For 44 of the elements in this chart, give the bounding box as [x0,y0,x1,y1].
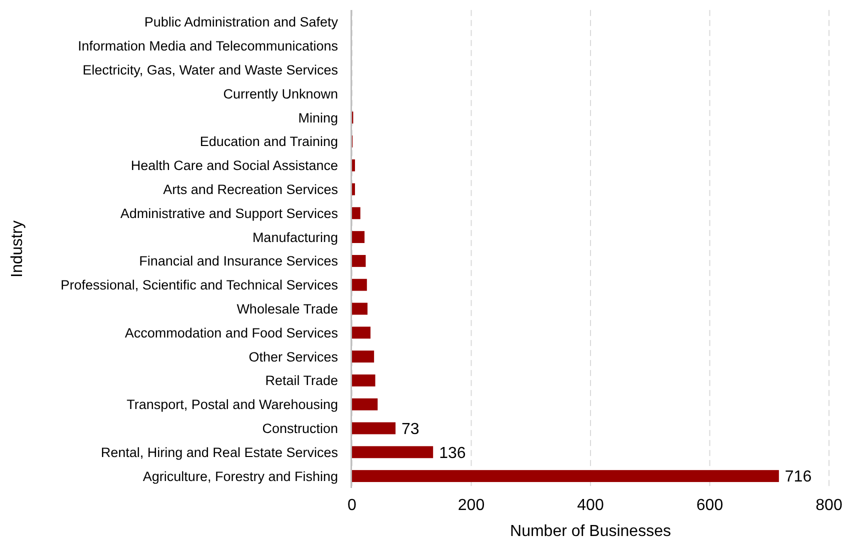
y-tick-label: Agriculture, Forestry and Fishing [142,468,338,484]
y-tick-label: Arts and Recreation Services [163,182,338,197]
bar [352,231,365,244]
bar [352,278,367,291]
y-tick-label: Health Care and Social Assistance [130,158,338,174]
y-tick-label: Education and Training [200,134,338,150]
y-tick-label: Construction [262,420,338,436]
x-tick-label: 200 [458,497,485,514]
y-tick-label: Other Services [248,349,338,364]
bar [352,350,374,363]
y-tick-label: Mining [298,110,338,126]
bar [352,398,378,410]
y-tick-label: Rental, Hiring and Real Estate Services [100,444,338,460]
y-tick-label: Public Administration and Safety [144,14,338,30]
y-tick-label: Financial and Insurance Services [139,254,338,269]
y-tick-label: Transport, Postal and Warehousing [126,397,338,412]
bar [352,254,366,267]
y-axis-title: Industry [9,220,26,278]
bar [352,159,355,172]
y-tick-label: Retail Trade [265,373,338,388]
bar [352,302,368,315]
x-tick-label: 800 [816,497,842,514]
y-tick-label: Electricity, Gas, Water and Waste Services [82,62,338,78]
y-tick-label: Wholesale Trade [236,301,338,316]
data-label: 136 [439,444,466,462]
y-tick-label: Accommodation and Food Services [124,325,338,340]
bar [352,470,779,482]
y-tick-label: Currently Unknown [223,86,338,102]
bar [352,446,434,458]
y-tick-label: Manufacturing [252,230,338,245]
y-tick-label: Professional, Scientific and Technical Services [60,278,338,293]
x-tick-label: 0 [348,497,357,514]
bar [352,207,360,220]
x-tick-label: 600 [696,497,724,514]
bar [352,374,376,386]
data-label: 73 [402,420,420,438]
x-tick-label: 400 [577,497,604,514]
bar [352,183,355,196]
y-tick-label: Administrative and Support Services [120,206,338,221]
data-label: 716 [784,468,812,486]
bar [352,326,370,339]
x-axis-title: Number of Businesses [510,523,671,540]
bar [352,422,396,434]
y-tick-label: Information Media and Telecommunications [78,38,338,54]
